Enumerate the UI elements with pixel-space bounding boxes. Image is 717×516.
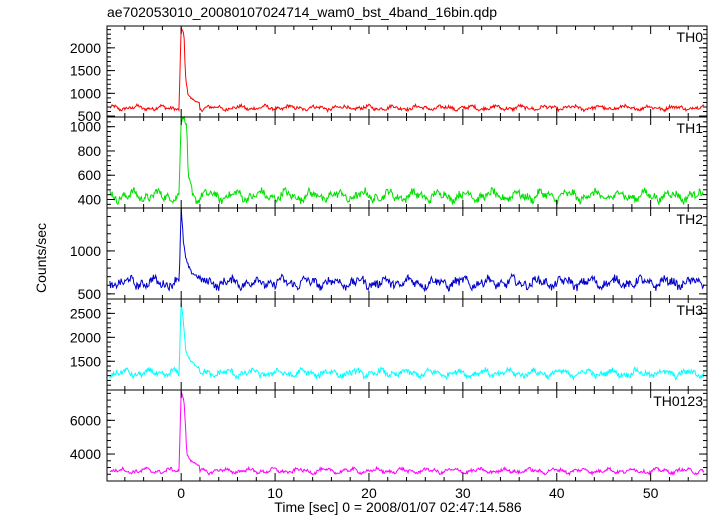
panel-th0: 500 1000 1500 2000 TH0 bbox=[70, 25, 708, 124]
y-tick-label: 600 bbox=[78, 167, 102, 183]
series-line-th2 bbox=[109, 208, 705, 293]
x-tick-label: 30 bbox=[455, 485, 471, 501]
x-tick-label: 10 bbox=[267, 485, 283, 501]
y-tick-label: 500 bbox=[78, 108, 102, 124]
y-tick-label: 1000 bbox=[70, 119, 101, 135]
panel-label: TH3 bbox=[677, 302, 704, 318]
series-line-th0 bbox=[109, 27, 705, 113]
y-tick-label: 2000 bbox=[70, 329, 101, 345]
x-tick-label: 50 bbox=[643, 485, 659, 501]
series-line-th1 bbox=[109, 115, 705, 207]
x-axis-label: Time [sec] 0 = 2008/01/07 02:47:14.586 bbox=[274, 499, 522, 515]
y-tick-label: 1000 bbox=[70, 243, 101, 259]
y-tick-label: 1500 bbox=[70, 63, 101, 79]
panel-frame bbox=[106, 389, 708, 482]
chart-title: ae702053010_20080107024714_wam0_bst_4ban… bbox=[107, 4, 497, 20]
panel-label: TH2 bbox=[677, 211, 704, 227]
panel-frame bbox=[106, 25, 708, 118]
x-tick-label: 20 bbox=[361, 485, 377, 501]
panel-label: TH0123 bbox=[653, 393, 703, 409]
panel-th3: 1500 2000 2500 TH3 bbox=[70, 298, 708, 391]
y-tick-label: 1500 bbox=[70, 353, 101, 369]
y-tick-label: 400 bbox=[78, 192, 102, 208]
panel-frame bbox=[106, 298, 708, 391]
panel-th1: 400 600 800 1000 TH1 bbox=[70, 115, 708, 209]
y-tick-label: 500 bbox=[78, 286, 102, 302]
x-tick-label: 40 bbox=[549, 485, 565, 501]
y-tick-label: 800 bbox=[78, 143, 102, 159]
panel-th0123: 4000 6000 TH0123 bbox=[70, 389, 708, 482]
y-axis-label: Counts/sec bbox=[33, 223, 49, 293]
panel-label: TH0 bbox=[677, 29, 704, 45]
y-tick-label: 1000 bbox=[70, 85, 101, 101]
panel-th2: 500 1000 TH2 bbox=[70, 207, 708, 302]
y-tick-label: 4000 bbox=[70, 446, 101, 462]
y-tick-label: 2000 bbox=[70, 40, 101, 56]
y-tick-label: 6000 bbox=[70, 412, 101, 428]
panel-label: TH1 bbox=[677, 120, 704, 136]
series-line-th0123 bbox=[109, 391, 705, 477]
panel-frame bbox=[106, 207, 708, 300]
series-line-th3 bbox=[109, 302, 705, 382]
x-tick-label: 0 bbox=[177, 485, 185, 501]
y-tick-label: 2500 bbox=[70, 305, 101, 321]
panel-frame bbox=[106, 116, 708, 209]
